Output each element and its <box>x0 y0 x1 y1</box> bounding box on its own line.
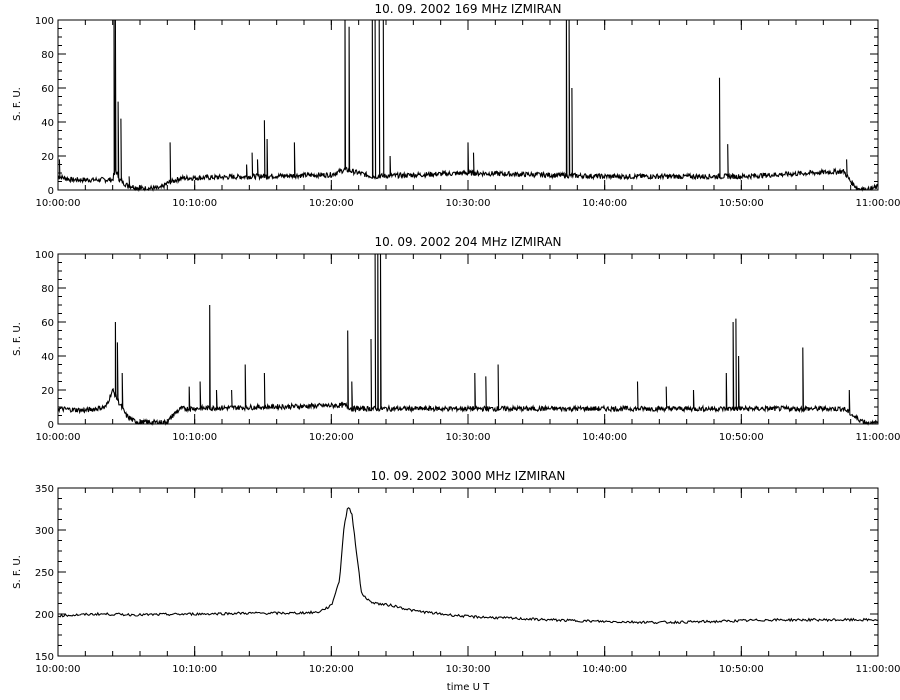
y-tick-label: 40 <box>41 118 54 129</box>
x-tick-label: 10:40:00 <box>582 664 627 675</box>
panel-3000mhz: 10. 09. 2002 3000 MHz IZMIRAN S. F. U. 1… <box>12 469 900 693</box>
x-tick-label: 10:50:00 <box>719 198 764 209</box>
x-tick-label: 10:10:00 <box>172 432 217 443</box>
y-axis-label: S. F. U. <box>12 322 23 356</box>
x-tick-label: 10:20:00 <box>309 432 354 443</box>
y-tick-label: 20 <box>41 386 54 397</box>
x-axis-label: time U T <box>447 682 490 693</box>
y-tick-label: 80 <box>41 284 54 295</box>
y-tick-label: 250 <box>35 568 54 579</box>
x-tick-label: 10:00:00 <box>36 664 81 675</box>
x-tick-label: 10:40:00 <box>582 198 627 209</box>
y-tick-label: 100 <box>35 250 54 261</box>
x-tick-label: 10:50:00 <box>719 664 764 675</box>
x-tick-label: 10:10:00 <box>172 198 217 209</box>
x-tick-label: 10:40:00 <box>582 432 627 443</box>
x-tick-label: 11:00:00 <box>856 664 900 675</box>
panel-title: 10. 09. 2002 169 MHz IZMIRAN <box>374 2 561 16</box>
panel-169mhz: 10. 09. 2002 169 MHz IZMIRAN S. F. U. 0 2… <box>12 2 900 209</box>
y-tick-label: 300 <box>35 526 54 537</box>
y-tick-label: 20 <box>41 152 54 163</box>
flux-series-line <box>57 19 879 193</box>
x-tick-label: 10:30:00 <box>446 432 491 443</box>
x-tick-label: 11:00:00 <box>856 198 900 209</box>
y-tick-label: 60 <box>41 318 54 329</box>
y-tick-label: 0 <box>48 186 54 197</box>
y-tick-label: 0 <box>48 420 54 431</box>
x-tick-label: 10:00:00 <box>36 198 81 209</box>
panel-title: 10. 09. 2002 204 MHz IZMIRAN <box>374 235 561 249</box>
y-tick-label: 80 <box>41 50 54 61</box>
x-tick-label: 10:20:00 <box>309 198 354 209</box>
y-tick-label: 200 <box>35 610 54 621</box>
x-tick-label: 10:20:00 <box>309 664 354 675</box>
y-tick-label: 100 <box>35 16 54 27</box>
y-tick-label: 350 <box>35 484 54 495</box>
x-tick-label: 10:50:00 <box>719 432 764 443</box>
x-tick-label: 10:00:00 <box>36 432 81 443</box>
panel-204mhz: 10. 09. 2002 204 MHz IZMIRAN S. F. U. 0 2… <box>12 235 900 443</box>
panel-title: 10. 09. 2002 3000 MHz IZMIRAN <box>371 469 566 483</box>
x-tick-label: 10:30:00 <box>446 198 491 209</box>
y-tick-label: 60 <box>41 84 54 95</box>
x-tick-label: 11:00:00 <box>856 432 900 443</box>
flux-series-line <box>57 507 878 625</box>
flux-series-line <box>57 253 879 426</box>
y-axis-label: S. F. U. <box>12 87 23 121</box>
y-axis-label: S. F. U. <box>12 555 23 589</box>
y-tick-label: 150 <box>35 652 54 663</box>
x-tick-label: 10:30:00 <box>446 664 491 675</box>
y-tick-label: 40 <box>41 352 54 363</box>
x-tick-label: 10:10:00 <box>172 664 217 675</box>
